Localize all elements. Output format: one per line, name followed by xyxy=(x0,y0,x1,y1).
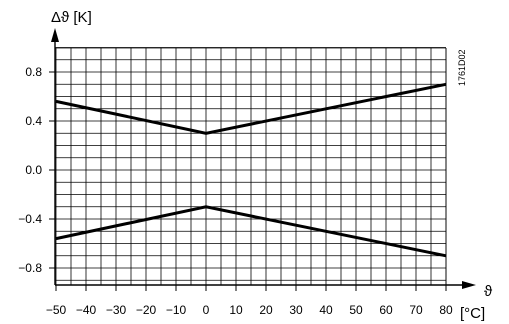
y-tick-label: 0.0 xyxy=(25,163,42,177)
y-tick-label: −0.4 xyxy=(18,212,42,226)
x-tick-label: 50 xyxy=(349,303,363,317)
x-tick-label: 70 xyxy=(409,303,423,317)
x-axis-arrow xyxy=(462,281,476,289)
x-tick-label: 60 xyxy=(379,303,393,317)
x-tick-label: 0 xyxy=(203,303,210,317)
x-axis-unit: [°C] xyxy=(460,305,485,322)
x-axis-label: ϑ xyxy=(484,283,493,300)
y-tick-label: 0.8 xyxy=(25,65,42,79)
figure-code: 1761D02 xyxy=(457,49,467,86)
y-tick-label: 0.4 xyxy=(25,114,42,128)
x-tick-label: −10 xyxy=(166,303,187,317)
chart-axes xyxy=(49,28,476,291)
x-tick-label: −40 xyxy=(76,303,97,317)
y-axis-arrow xyxy=(51,28,59,42)
y-tick-label: −0.8 xyxy=(18,261,42,275)
chart-tick-labels: 0.8 0.4 0.0 −0.4 −0.8 −50 −40 −30 −20 −10 0 10 20 30 4… xyxy=(18,65,453,317)
x-tick-label: 40 xyxy=(319,303,333,317)
x-tick-label: −30 xyxy=(106,303,127,317)
y-axis-label: Δϑ [K] xyxy=(51,9,92,26)
x-tick-label: 30 xyxy=(289,303,303,317)
x-tick-label: 80 xyxy=(439,303,453,317)
x-tick-label: −20 xyxy=(136,303,157,317)
chart-series xyxy=(55,82,447,258)
x-tick-label: 10 xyxy=(229,303,243,317)
x-tick-label: 20 xyxy=(259,303,273,317)
lower-tolerance-line xyxy=(55,205,447,258)
chart-grid xyxy=(55,47,447,285)
upper-tolerance-line xyxy=(55,82,447,135)
x-tick-label: −50 xyxy=(46,303,67,317)
